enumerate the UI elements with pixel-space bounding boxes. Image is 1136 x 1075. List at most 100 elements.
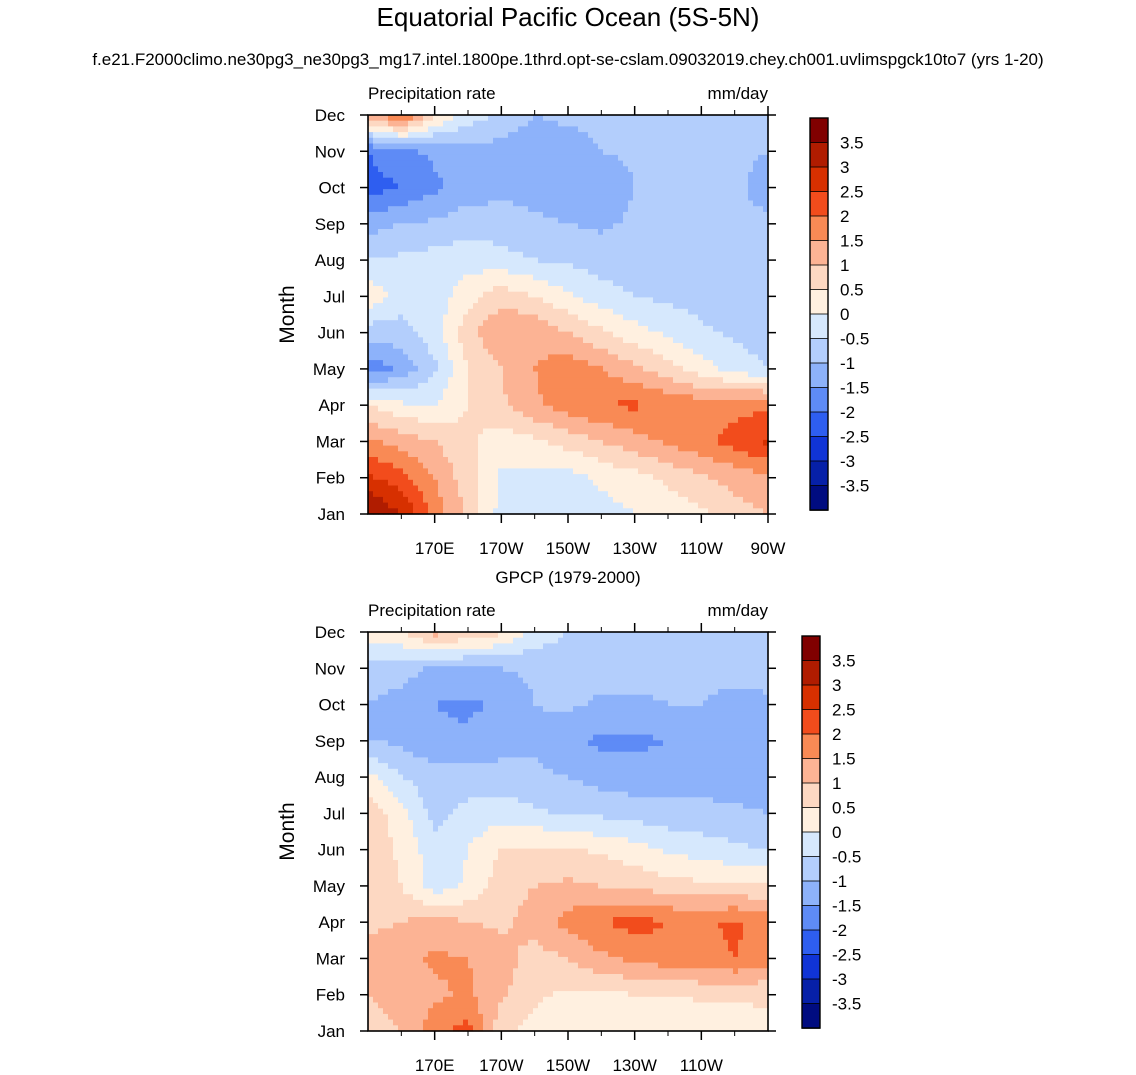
contour-cell [578,120,584,127]
contour-cell [653,126,659,133]
contour-cell [668,223,674,230]
contour-cell [673,462,679,469]
contour-cell [623,496,629,504]
contour-cell [413,417,419,424]
contour-cell [713,149,719,156]
contour-cell [548,234,554,241]
contour-cell [703,217,709,224]
contour-cell [508,154,514,162]
contour-cell [388,337,394,344]
contour-cell [493,417,499,424]
contour-cell [643,502,649,509]
contour-cell [558,200,564,207]
contour-cell [398,263,404,270]
contour-cell [423,394,429,401]
contour-cell [558,172,564,179]
contour-cell [378,508,384,515]
contour-cell [483,331,489,338]
contour-cell [418,160,424,167]
contour-cell [388,126,394,133]
contour-cell [513,496,519,504]
contour-cell [713,371,719,378]
contour-cell [413,382,419,390]
contour-cell [398,211,404,219]
contour-cell [448,177,454,184]
contour-cell [663,422,669,430]
contour-cell [498,120,504,127]
contour-cell [598,223,604,230]
contour-cell [388,365,394,373]
contour-cell [718,263,724,270]
contour-cell [708,314,714,321]
contour-cell [563,422,569,430]
contour-cell [553,126,559,133]
contour-cell [673,263,679,270]
contour-cell [488,422,494,430]
contour-cell [393,331,399,338]
contour-cell [638,132,644,139]
contour-cell [523,422,529,430]
contour-cell [703,474,709,481]
contour-cell [538,468,544,475]
contour-cell [543,496,549,504]
contour-cell [693,160,699,167]
contour-cell [648,377,654,384]
contour-cell [643,143,649,150]
contour-cell [443,126,449,133]
contour-cell [413,251,419,259]
contour-cell [423,120,429,127]
contour-cell [618,474,624,481]
contour-cell [633,388,639,395]
contour-cell [668,411,674,418]
contour-cell [488,217,494,224]
contour-cell [573,115,579,122]
contour-cell [663,496,669,504]
contour-cell [678,400,684,407]
contour-cell [488,200,494,207]
contour-cell [683,149,689,156]
contour-cell [583,223,589,230]
contour-cell [368,206,374,213]
contour-cell [488,348,494,355]
contour-cell [623,331,629,338]
contour-cell [488,331,494,338]
contour-cell [428,468,434,475]
contour-cell [718,451,724,458]
contour-cell [523,485,529,492]
contour-cell [703,348,709,355]
contour-cell [498,405,504,412]
contour-cell [568,303,574,310]
contour-cell [423,126,429,133]
contour-cell [693,371,699,378]
contour-cell [593,126,599,133]
contour-cell [493,223,499,230]
contour-cell [683,297,689,304]
contour-cell [543,508,549,515]
contour-cell [713,388,719,395]
contour-cell [663,382,669,390]
contour-cell [433,189,439,196]
contour-cell [643,400,649,407]
contour-cell [583,251,589,259]
contour-cell [563,206,569,213]
contour-cell [478,263,484,270]
contour-cell [428,439,434,447]
contour-cell [548,154,554,162]
contour-cell [663,166,669,173]
contour-cell [418,348,424,355]
contour-cell [578,343,584,350]
contour-cell [563,183,569,190]
contour-cell [553,462,559,469]
contour-cell [593,474,599,481]
contour-cell [543,457,549,464]
contour-cell [518,371,524,378]
contour-cell [573,388,579,395]
contour-cell [578,314,584,321]
contour-cell [693,257,699,264]
contour-cell [618,382,624,390]
contour-cell [688,462,694,469]
contour-cell [633,320,639,327]
contour-cell [578,411,584,418]
contour-cell [398,303,404,310]
contour-cell [418,263,424,270]
